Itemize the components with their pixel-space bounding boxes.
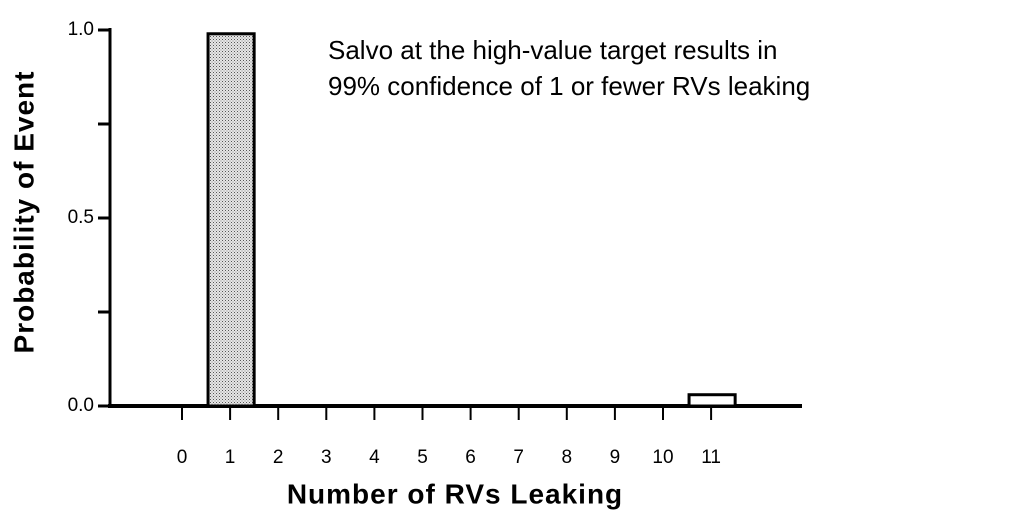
x-tick-label: 0 [177,447,188,468]
x-tick-label: 10 [652,447,673,468]
y-tick-label: 1.0 [68,19,94,40]
x-tick-label: 5 [417,447,428,468]
x-tick-label: 11 [701,447,721,468]
x-tick-label: 3 [321,447,332,468]
annotation: Salvo at the high-value target results i… [328,35,777,65]
x-tick-label: 2 [273,447,284,468]
x-tick-label: 7 [513,447,524,468]
x-tick-label: 1 [225,447,236,468]
bar [206,32,256,408]
y-tick-label: 0.5 [68,207,94,228]
bar [687,393,737,408]
x-tick-label: 6 [465,447,476,468]
x-tick-label: 9 [610,447,621,468]
x-axis-label: Number of RVs Leaking [287,478,623,509]
y-axis-label: Probability of Event [8,71,39,354]
y-tick-label: 0.0 [68,395,94,416]
x-tick-label: 8 [562,447,573,468]
annotation: 99% confidence of 1 or fewer RVs leaking [328,71,810,101]
x-tick-label: 4 [369,447,380,468]
